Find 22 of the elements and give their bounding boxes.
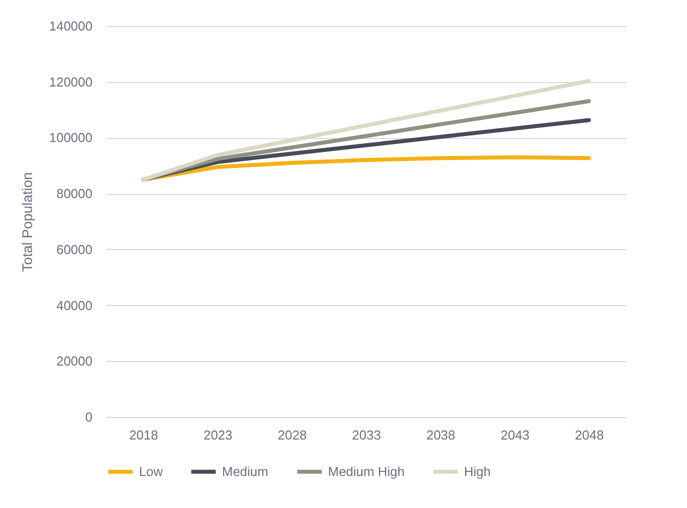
line-series [141, 79, 591, 182]
x-tick-label: 2023 [203, 428, 232, 442]
y-axis-title: Total Population [19, 172, 36, 272]
y-tick-label: 20000 [56, 354, 92, 369]
x-tick-label: 2048 [574, 428, 604, 442]
y-tick-label: 120000 [49, 74, 92, 90]
y-tick-label: 80000 [56, 186, 92, 202]
legend-label: Medium High [328, 464, 405, 479]
y-tick-label: 100000 [49, 130, 92, 146]
y-tick-label: 140000 [49, 18, 92, 34]
x-tick-label: 2033 [352, 428, 381, 442]
x-tick-label: 2018 [129, 428, 158, 442]
legend-label: Low [139, 464, 164, 479]
y-tick-label: 0 [85, 410, 92, 424]
x-tick-label: 2043 [500, 428, 530, 442]
x-tick-label: 2028 [278, 428, 307, 442]
legend-label: High [464, 464, 491, 479]
line-series [141, 99, 591, 182]
x-tick-label: 2038 [426, 428, 456, 442]
legend-label: Medium [222, 464, 268, 479]
y-tick-label: 40000 [56, 298, 92, 313]
y-tick-label: 60000 [56, 242, 92, 257]
